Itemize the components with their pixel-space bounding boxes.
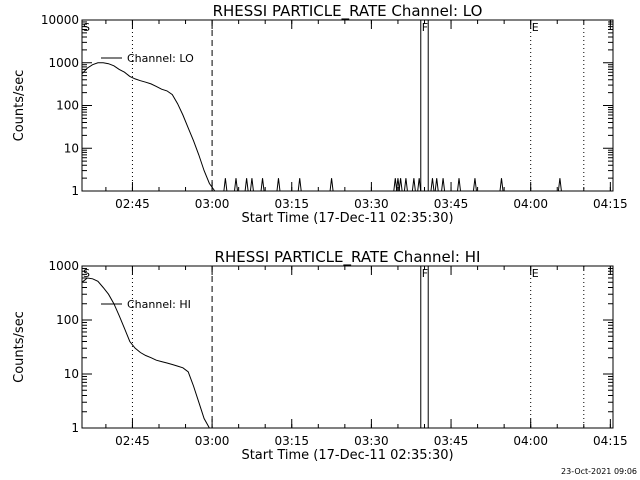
plot-frame [81, 19, 614, 192]
marker-label: E [532, 267, 539, 280]
y-axis-label: Counts/sec [12, 70, 27, 142]
y-tick-label: 100 [56, 313, 79, 327]
spike-mark [223, 178, 228, 192]
x-tick-label: 03:45 [434, 434, 469, 448]
spike-mark [329, 178, 334, 192]
x-tick-label: 03:30 [354, 434, 389, 448]
spike-mark [398, 178, 403, 192]
x-tick-label: 04:15 [593, 434, 628, 448]
y-tick-label: 1000 [48, 259, 79, 273]
y-tick-label: 100 [56, 99, 79, 113]
x-tick-label: 02:45 [115, 197, 150, 211]
x-axis-label: Start Time (17-Dec-11 02:35:30) [241, 211, 453, 226]
x-axis-label: Start Time (17-Dec-11 02:35:30) [241, 448, 453, 463]
footer-timestamp: 23-Oct-2021 09:06 [561, 467, 637, 476]
series-line [81, 62, 216, 192]
y-tick-label: 10 [64, 141, 79, 155]
series-line [81, 277, 210, 429]
x-tick-label: 03:45 [434, 197, 469, 211]
spike-mark [276, 178, 281, 192]
chart-title: RHESSI PARTICLE_RATE Channel: LO [213, 2, 483, 21]
spike-mark [244, 178, 249, 192]
x-tick-label: 02:45 [115, 434, 150, 448]
spike-mark [472, 178, 477, 192]
y-axis-label: Counts/sec [12, 311, 27, 383]
spike-mark [417, 178, 422, 192]
chart-panel-2: RHESSI PARTICLE_RATE Channel: HI 1 10 100 10… [12, 248, 628, 463]
marker-label: E [532, 21, 539, 34]
spike-mark [411, 178, 416, 192]
marker-label: S [83, 267, 90, 280]
chart-panel-1: RHESSI PARTICLE_RATE Channel: LO 1 10 100 10… [12, 2, 628, 226]
spike-mark [499, 178, 504, 192]
spike-mark [557, 178, 562, 192]
x-tick-label: 04:15 [593, 197, 628, 211]
spike-mark [430, 178, 435, 192]
y-tick-label: 10000 [41, 13, 79, 27]
spike-mark [395, 178, 400, 192]
chart-title: RHESSI PARTICLE_RATE Channel: HI [215, 248, 481, 267]
spike-mark [233, 178, 238, 192]
legend-entry: Channel: LO [127, 52, 194, 65]
x-tick-label: 04:00 [513, 434, 548, 448]
plot-frame [81, 265, 614, 429]
marker-label: F [422, 267, 428, 280]
spike-mark [260, 178, 265, 192]
y-tick-label: 1000 [48, 56, 79, 70]
x-tick-label: 03:15 [274, 197, 309, 211]
y-tick-label: 10 [64, 367, 79, 381]
x-tick-label: 03:15 [274, 434, 309, 448]
spike-mark [297, 178, 302, 192]
spike-mark [457, 178, 462, 192]
marker-label: F [422, 21, 428, 34]
x-tick-label: 03:30 [354, 197, 389, 211]
spike-mark [434, 178, 439, 192]
x-tick-label: 03:00 [195, 197, 230, 211]
y-tick-label: 1 [71, 421, 79, 435]
x-tick-label: 04:00 [513, 197, 548, 211]
legend-entry: Channel: HI [127, 298, 191, 311]
spike-mark [441, 178, 446, 192]
marker-label: S [83, 21, 90, 34]
spike-mark [249, 178, 254, 192]
spike-mark [403, 178, 408, 192]
spike-mark [393, 178, 398, 192]
y-tick-label: 1 [71, 184, 79, 198]
x-tick-label: 03:00 [195, 434, 230, 448]
